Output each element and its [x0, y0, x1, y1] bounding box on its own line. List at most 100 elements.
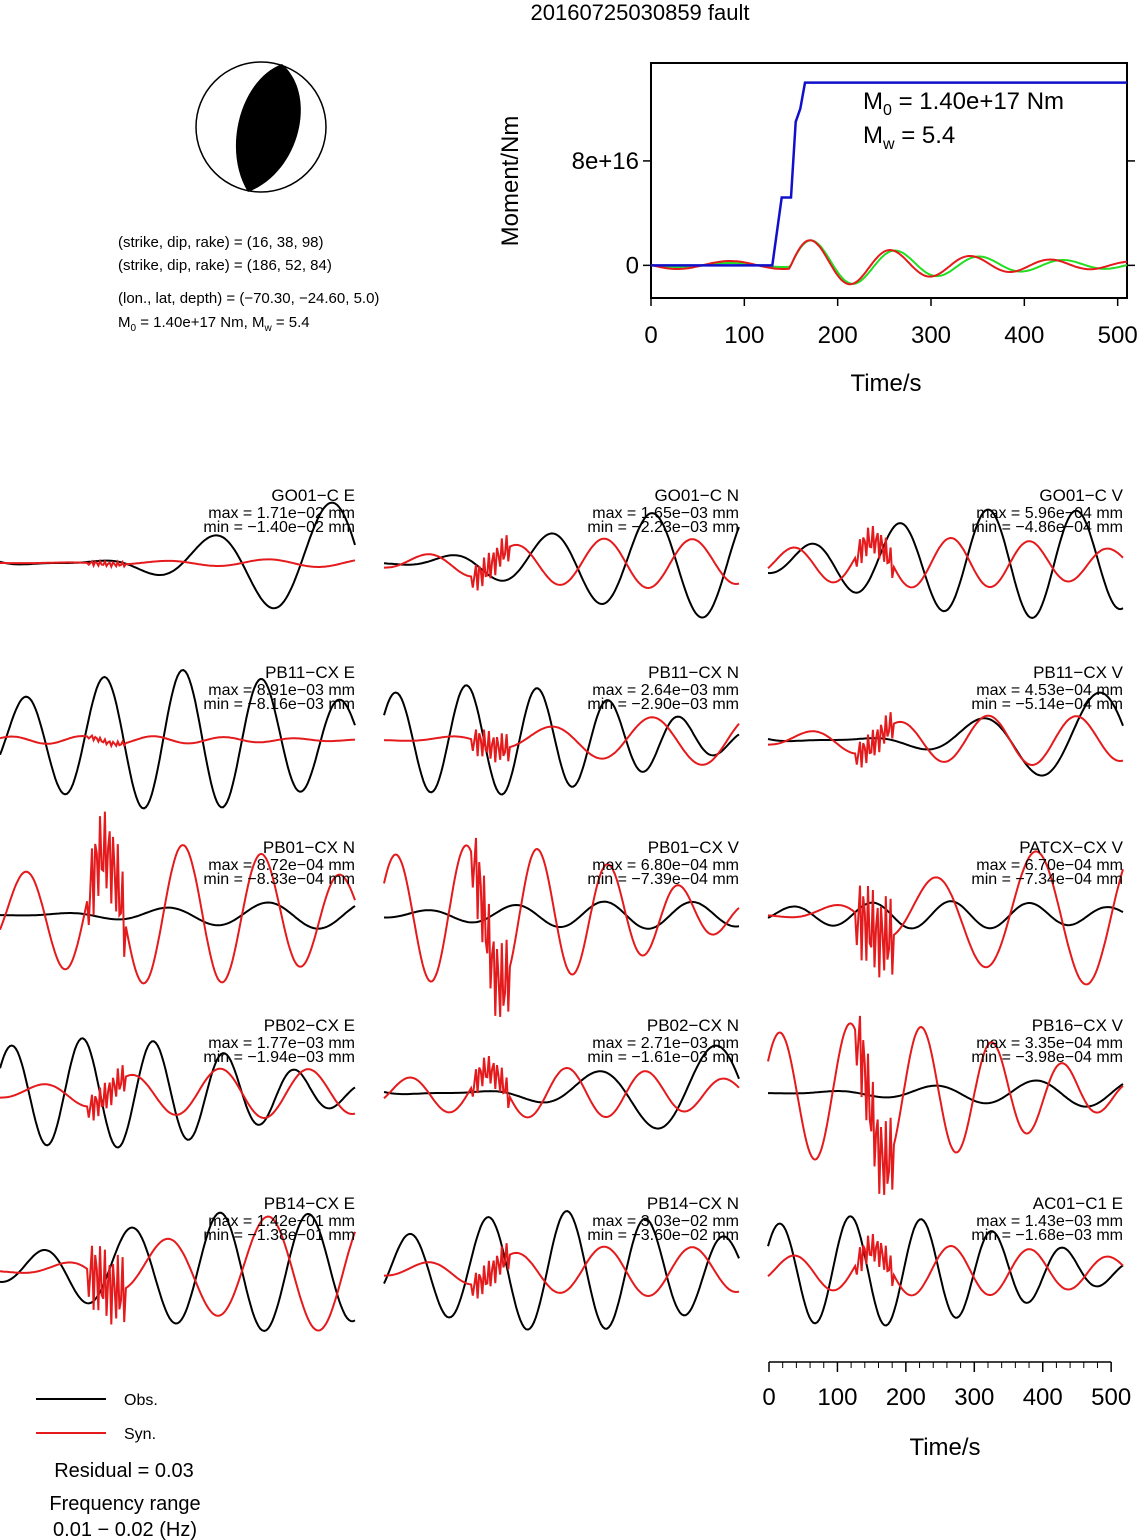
residual-text: Residual = 0.03 [54, 1460, 194, 1482]
trace-max-label: max = 1.65e−03 mm [592, 505, 739, 522]
trace-min-label: min = −2.90e−03 mm [587, 696, 739, 713]
trace-max-label: max = 6.80e−04 mm [592, 857, 739, 874]
trace-max-label: max = 8.91e−03 mm [208, 682, 355, 699]
trace-max-label: max = 1.77e−03 mm [208, 1035, 355, 1052]
trace-max-label: max = 5.96e−04 mm [976, 505, 1123, 522]
synthetic-trace [384, 1243, 740, 1299]
trace-min-label: min = −8.16e−03 mm [203, 696, 355, 713]
stf-axes: 0 100 200 300 400 500 0 8e+16 [572, 148, 1138, 349]
trace-min-label: min = −1.61e−03 mm [587, 1049, 739, 1066]
trace-max-label: max = 1.42e−01 mm [208, 1213, 355, 1230]
observed-trace [768, 1079, 1124, 1108]
nodal-plane-2: (strike, dip, rake) = (186, 52, 84) [118, 257, 332, 274]
synthetic-trace [0, 1065, 356, 1121]
trace-min-label: min = −1.68e−03 mm [971, 1227, 1123, 1244]
trace-min-label: min = −1.38e−01 mm [203, 1227, 355, 1244]
observed-trace [0, 901, 356, 930]
trace-max-label: max = 1.43e−03 mm [976, 1213, 1123, 1230]
station-label: PB11−CX E [265, 663, 355, 682]
bottom-xtick-label: 0 [762, 1384, 775, 1411]
synthetic-trace [767, 1234, 1124, 1297]
synthetic-trace [0, 1215, 356, 1332]
observed-trace [0, 1211, 356, 1333]
trace-max-label: max = 3.03e−02 mm [592, 1213, 739, 1230]
station-label: AC01−C1 E [1033, 1194, 1123, 1213]
trace-min-label: min = −7.39e−04 mm [587, 871, 739, 888]
station-label: PB01−CX V [648, 838, 740, 857]
stf-ytick-label: 8e+16 [572, 148, 639, 175]
trace-max-label: max = 8.72e−04 mm [208, 857, 355, 874]
synthetic-trace [768, 712, 1124, 768]
focal-mechanism-beachball [195, 61, 327, 193]
bottom-xtick-label: 300 [954, 1384, 994, 1411]
synthetic-trace [383, 1056, 740, 1119]
legend: Obs. Syn. Residual = 0.03 Frequency rang… [36, 1392, 201, 1540]
trace-max-label: max = 1.71e−02 mm [208, 505, 355, 522]
trace-min-label: min = −1.40e−02 mm [203, 519, 355, 536]
figure-title: 20160725030859 fault [531, 0, 750, 25]
synthetic-trace [767, 850, 1124, 986]
trace-max-label: max = 6.70e−04 mm [976, 857, 1123, 874]
synthetic-trace [0, 558, 356, 570]
frequency-range-value: 0.01 − 0.02 (Hz) [53, 1519, 197, 1540]
observed-trace [0, 1037, 356, 1149]
stf-xtick-label: 300 [911, 322, 951, 349]
bottom-xtick-label: 500 [1091, 1384, 1131, 1411]
trace-min-label: min = −2.23e−03 mm [587, 519, 739, 536]
trace-min-label: min = −3.60e−02 mm [587, 1227, 739, 1244]
stf-xtick-label: 200 [818, 322, 858, 349]
observed-trace [383, 1210, 740, 1331]
moment-rate-panel: Moment/Nm Time/s M0 = 1.40e+17 Nm Mw = 5… [497, 62, 1138, 397]
legend-obs-label: Obs. [124, 1392, 158, 1409]
observed-trace [767, 508, 1124, 620]
observed-trace [384, 900, 740, 930]
trace-min-label: min = −8.33e−04 mm [203, 871, 355, 888]
frequency-range-title: Frequency range [49, 1493, 200, 1515]
trace-max-label: max = 3.35e−04 mm [976, 1035, 1123, 1052]
station-label: PB02−CX N [647, 1016, 739, 1035]
station-label: PATCX−CX V [1019, 838, 1123, 857]
legend-syn-label: Syn. [124, 1426, 156, 1443]
nodal-plane-1: (strike, dip, rake) = (16, 38, 98) [118, 234, 324, 251]
observed-trace [383, 512, 740, 619]
stf-xtick-label: 500 [1098, 322, 1138, 349]
station-label: GO01−C E [271, 486, 355, 505]
bottom-time-axis: Time/s 0 100 200 300 400 500 [762, 1361, 1131, 1461]
bottom-xtick-label: 100 [817, 1384, 857, 1411]
stf-ylabel: Moment/Nm [497, 116, 524, 247]
synthetic-trace [767, 526, 1124, 589]
trace-max-label: max = 4.53e−04 mm [976, 682, 1123, 699]
observed-trace [383, 1044, 740, 1130]
stf-ytick-label: 0 [626, 252, 639, 279]
stf-xtick-label: 100 [724, 322, 764, 349]
synthetic-trace [383, 837, 740, 1017]
synthetic-trace [383, 716, 740, 766]
observed-trace [0, 669, 356, 810]
trace-min-label: min = −5.14e−04 mm [971, 696, 1123, 713]
station-label: GO01−C N [654, 486, 739, 505]
hypocenter-location: (lon., lat, depth) = (−70.30, −24.60, 5.… [118, 290, 379, 307]
station-label: PB14−CX E [264, 1194, 355, 1213]
stf-rate-synthetic [650, 239, 1128, 286]
bottom-xlabel: Time/s [909, 1434, 980, 1461]
station-label: PB14−CX N [647, 1194, 739, 1213]
stf-mw-annotation: Mw = 5.4 [863, 122, 955, 153]
station-label: PB02−CX E [264, 1016, 355, 1035]
synthetic-trace [0, 811, 356, 985]
station-label: PB16−CX V [1032, 1016, 1124, 1035]
trace-max-label: max = 2.71e−03 mm [592, 1035, 739, 1052]
synthetic-trace [384, 535, 740, 591]
